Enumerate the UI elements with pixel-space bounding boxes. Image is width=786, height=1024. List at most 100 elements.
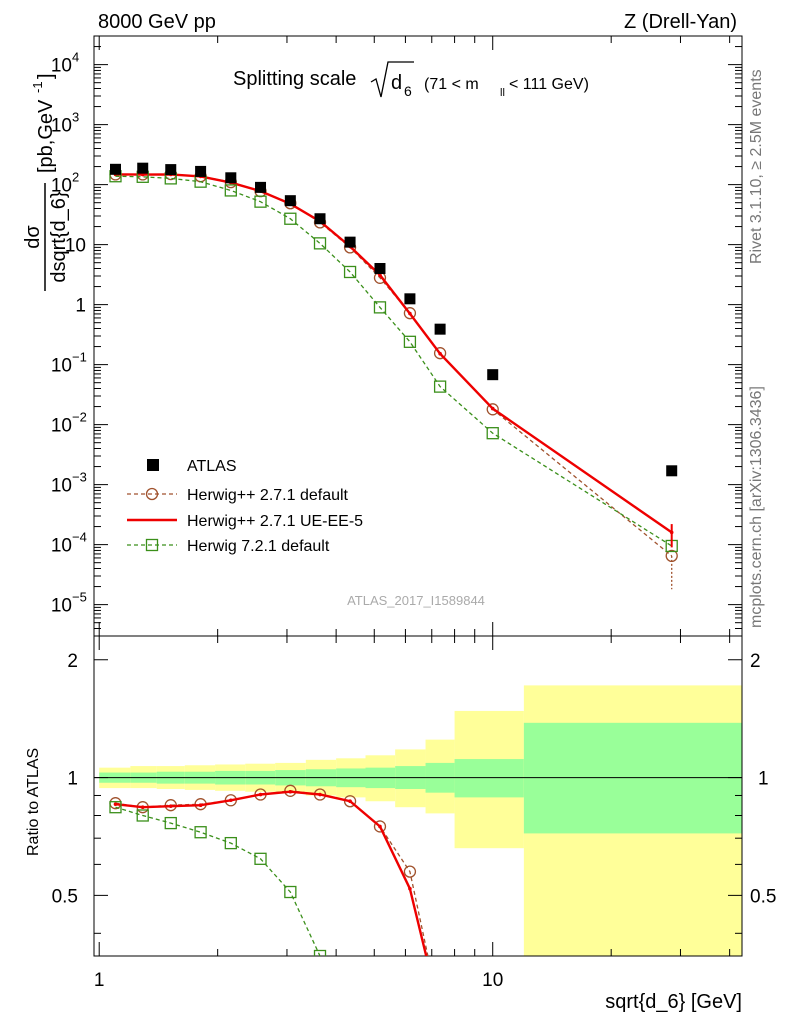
y-tick-label: 1 <box>75 296 86 317</box>
ratio-y-tick-label-right: 0.5 <box>750 886 776 907</box>
y-tick-label: 10 <box>51 56 72 77</box>
ratio-point-h271-default <box>284 784 297 797</box>
ratio-point-h721-default <box>284 885 297 899</box>
y-tick-exponent: −5 <box>72 590 87 605</box>
ratio-series-group <box>109 784 429 956</box>
ratio-frame <box>93 635 743 957</box>
ratio-y-tick-label-right: 2 <box>750 651 761 672</box>
title-range-b: < 111 GeV) <box>509 76 589 93</box>
title-main: Splitting scale <box>233 68 356 90</box>
x-tick-label: 1 <box>94 970 105 991</box>
point-atlas <box>109 163 121 175</box>
ratio-line-h721-default <box>115 806 321 956</box>
ratio-point-h721-default <box>254 852 267 865</box>
ratio-line-h271-ueee5 <box>115 790 428 956</box>
point-h721-default <box>284 212 297 225</box>
point-atlas <box>344 236 356 248</box>
y-tick-exponent: −4 <box>72 530 87 545</box>
legend-label-h271-ueee5: Herwig++ 2.7.1 UE-EE-5 <box>187 513 363 530</box>
y-tick-label: 10 <box>51 356 72 377</box>
legend: ATLAS Herwig++ 2.7.1 default Herwig++ 2.… <box>127 458 363 555</box>
point-atlas <box>165 164 177 176</box>
point-atlas <box>487 369 499 381</box>
ratio-point-h271-ueee5 <box>198 803 203 807</box>
y-tick-exponent: −3 <box>72 470 87 485</box>
point-atlas <box>374 263 386 275</box>
y-tick-label: 10 <box>51 116 72 137</box>
header-right: Z (Drell-Yan) <box>624 11 737 33</box>
point-h271-ueee5 <box>378 273 382 277</box>
point-h271-ueee5 <box>490 406 495 411</box>
rivet-label: Rivet 3.1.10, ≥ 2.5M events <box>748 69 765 264</box>
point-atlas <box>314 213 326 225</box>
ratio-point-h271-default <box>373 820 387 833</box>
point-h271-default <box>486 403 499 416</box>
ratio-point-h721-default <box>194 826 207 839</box>
xlabel: sqrt{d_6} [GeV] <box>605 991 742 1013</box>
series-line-h721-default <box>115 175 673 547</box>
legend-label-atlas: ATLAS <box>187 458 237 475</box>
ratio-point-h271-ueee5 <box>408 886 412 891</box>
sqrt-symbol <box>370 61 414 98</box>
ratio-ylabel: Ratio to ATLAS <box>25 748 42 856</box>
legend-marker-atlas <box>147 459 159 471</box>
header-left: 8000 GeV pp <box>98 11 216 33</box>
y-tick-label: 10 <box>51 476 72 497</box>
point-h721-default <box>433 380 447 393</box>
ratio-point-h271-ueee5 <box>378 824 382 829</box>
point-h721-default <box>373 301 387 314</box>
point-h271-ueee5 <box>408 311 412 316</box>
ylabel-den: dsqrt{d_6} <box>48 191 70 283</box>
mcplots-label: mcplots.cern.ch [arXiv:1306.3436] <box>748 386 765 628</box>
legend-marker-h721-default <box>145 538 159 552</box>
ratio-point-h271-ueee5 <box>288 789 293 794</box>
x-tick-label: 10 <box>482 970 503 991</box>
point-atlas <box>137 162 149 174</box>
y-tick-exponent: 2 <box>72 170 79 185</box>
ratio-point-h271-ueee5 <box>113 802 118 806</box>
y-tick-label: 10 <box>65 236 86 257</box>
point-atlas <box>284 195 296 207</box>
ratio-point-h271-default <box>403 865 417 878</box>
title-range-sub: ll <box>500 87 505 99</box>
ratio-y-tick-label: 1 <box>67 769 78 790</box>
ratio-point-h271-ueee5 <box>258 792 263 797</box>
point-atlas <box>255 181 267 193</box>
y-tick-exponent: −1 <box>72 350 87 365</box>
ratio-point-h721-default <box>224 836 237 850</box>
y-tick-exponent: 4 <box>72 50 79 65</box>
ratio-y-tick-label: 2 <box>67 651 78 672</box>
point-h721-default <box>403 335 417 348</box>
point-atlas <box>225 172 237 184</box>
y-tick-label: 10 <box>51 176 72 197</box>
uncertainty-band-inner <box>454 759 524 798</box>
ratio-point-h271-default <box>343 795 357 808</box>
ratio-point-h271-ueee5 <box>229 798 233 803</box>
ylabel-unit: [pb,GeV <box>35 99 57 173</box>
point-h721-default <box>486 427 499 440</box>
ratio-point-h721-default <box>313 949 327 956</box>
ratio-line-h271-default <box>115 790 429 956</box>
ratio-point-h271-ueee5 <box>140 805 145 810</box>
ratio-point-h271-ueee5 <box>318 792 322 797</box>
plot-title: Splitting scale d 6 (71 < m ll < 111 GeV… <box>233 61 589 99</box>
point-atlas <box>666 465 678 477</box>
ratio-point-h271-ueee5 <box>168 804 173 808</box>
title-sym: d <box>391 72 402 94</box>
ratio-panel: 1 10 2 2 1 1 0.5 0.5 <box>52 635 776 991</box>
point-atlas <box>404 293 416 305</box>
ylabel-unit-end: ] <box>35 73 57 79</box>
point-h271-default <box>433 347 447 360</box>
series-line-h271-ueee5 <box>115 173 673 534</box>
legend-label-h271-default: Herwig++ 2.7.1 default <box>187 487 349 504</box>
ylabel-unit-sup: -1 <box>30 81 45 93</box>
analysis-watermark: ATLAS_2017_I1589844 <box>347 593 485 608</box>
point-h721-default <box>343 265 357 279</box>
legend-label-h721-default: Herwig 7.2.1 default <box>187 538 330 555</box>
ratio-point-h721-default <box>109 801 122 814</box>
uncertainty-band-inner <box>523 722 742 834</box>
ratio-point-h721-default <box>136 809 149 822</box>
ylabel-num: dσ <box>22 225 44 249</box>
